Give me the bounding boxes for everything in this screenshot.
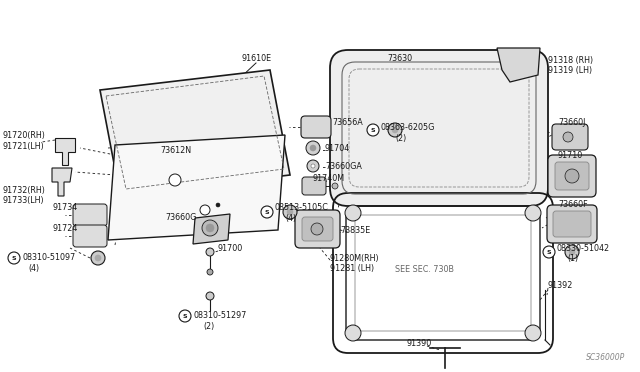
Text: 91740M: 91740M [313,173,345,183]
Circle shape [202,220,218,236]
Polygon shape [108,135,285,240]
Text: (4): (4) [285,214,296,222]
Circle shape [345,205,361,221]
Circle shape [525,325,541,341]
Circle shape [388,123,402,137]
FancyBboxPatch shape [547,205,597,243]
Circle shape [206,292,214,300]
Circle shape [392,127,398,133]
Text: 91724: 91724 [52,224,77,232]
Text: 73660G: 73660G [165,212,196,221]
FancyBboxPatch shape [553,211,591,237]
Text: S: S [12,256,16,260]
Circle shape [206,224,214,232]
FancyBboxPatch shape [302,217,333,241]
Circle shape [283,205,297,219]
Text: 08330-51042: 08330-51042 [557,244,610,253]
Circle shape [95,255,101,261]
Text: S: S [371,128,375,132]
FancyBboxPatch shape [301,116,331,138]
Circle shape [311,164,315,168]
Circle shape [8,252,20,264]
Text: 91281 (LH): 91281 (LH) [330,263,374,273]
Text: 73656A: 73656A [332,118,363,126]
Text: 08363-6205G: 08363-6205G [381,122,435,131]
Text: 91721(LH): 91721(LH) [2,141,44,151]
Text: 73612N: 73612N [160,145,191,154]
Text: 73660GA: 73660GA [325,161,362,170]
Text: S: S [547,250,551,254]
Text: 73630: 73630 [387,54,412,62]
Text: 73835E: 73835E [340,225,371,234]
Circle shape [543,246,555,258]
Circle shape [310,145,316,151]
Text: 91319 (LH): 91319 (LH) [548,65,592,74]
Circle shape [332,183,338,189]
Text: (2): (2) [203,323,214,331]
Text: 08513-5105C: 08513-5105C [275,202,329,212]
Circle shape [367,124,379,136]
Circle shape [91,251,105,265]
Text: 91734: 91734 [52,202,77,212]
Circle shape [287,209,293,215]
Circle shape [216,203,220,207]
Circle shape [563,132,573,142]
Text: (2): (2) [395,134,406,142]
Text: 91720(RH): 91720(RH) [2,131,45,140]
Text: 91390: 91390 [407,339,432,347]
Circle shape [179,310,191,322]
FancyBboxPatch shape [73,225,107,247]
Circle shape [569,249,575,255]
Text: 73660F: 73660F [558,199,588,208]
Text: (1): (1) [567,253,578,263]
Polygon shape [52,168,72,196]
Text: 91610E: 91610E [242,54,272,62]
Polygon shape [497,48,540,82]
Polygon shape [55,138,75,165]
FancyBboxPatch shape [330,50,548,206]
Text: 91280M(RH): 91280M(RH) [330,253,380,263]
Text: S: S [182,314,188,318]
Text: 91318 (RH): 91318 (RH) [548,55,593,64]
Text: 73660J: 73660J [558,118,586,126]
Circle shape [169,174,181,186]
Circle shape [206,248,214,256]
Text: 91732(RH): 91732(RH) [2,186,45,195]
Text: 91392: 91392 [548,280,573,289]
FancyBboxPatch shape [555,162,589,190]
Circle shape [307,160,319,172]
Text: S: S [265,209,269,215]
FancyBboxPatch shape [548,155,596,197]
Circle shape [261,206,273,218]
Text: 08310-51297: 08310-51297 [193,311,246,321]
Text: SEE SEC. 730B: SEE SEC. 730B [395,266,454,275]
Circle shape [345,325,361,341]
Text: 91704: 91704 [325,144,350,153]
Polygon shape [100,70,290,195]
Text: SC36000P: SC36000P [586,353,625,362]
Circle shape [525,205,541,221]
Circle shape [565,169,579,183]
Circle shape [200,205,210,215]
Text: 91710: 91710 [558,151,583,160]
FancyBboxPatch shape [73,204,107,226]
Text: (4): (4) [28,263,39,273]
Polygon shape [193,214,230,244]
Circle shape [207,269,213,275]
FancyBboxPatch shape [295,210,340,248]
Text: 91733(LH): 91733(LH) [2,196,44,205]
FancyBboxPatch shape [302,177,326,195]
Circle shape [311,223,323,235]
Text: 91700: 91700 [218,244,243,253]
Text: 08310-51097: 08310-51097 [22,253,76,263]
Circle shape [565,245,579,259]
Circle shape [306,141,320,155]
FancyBboxPatch shape [552,124,588,150]
